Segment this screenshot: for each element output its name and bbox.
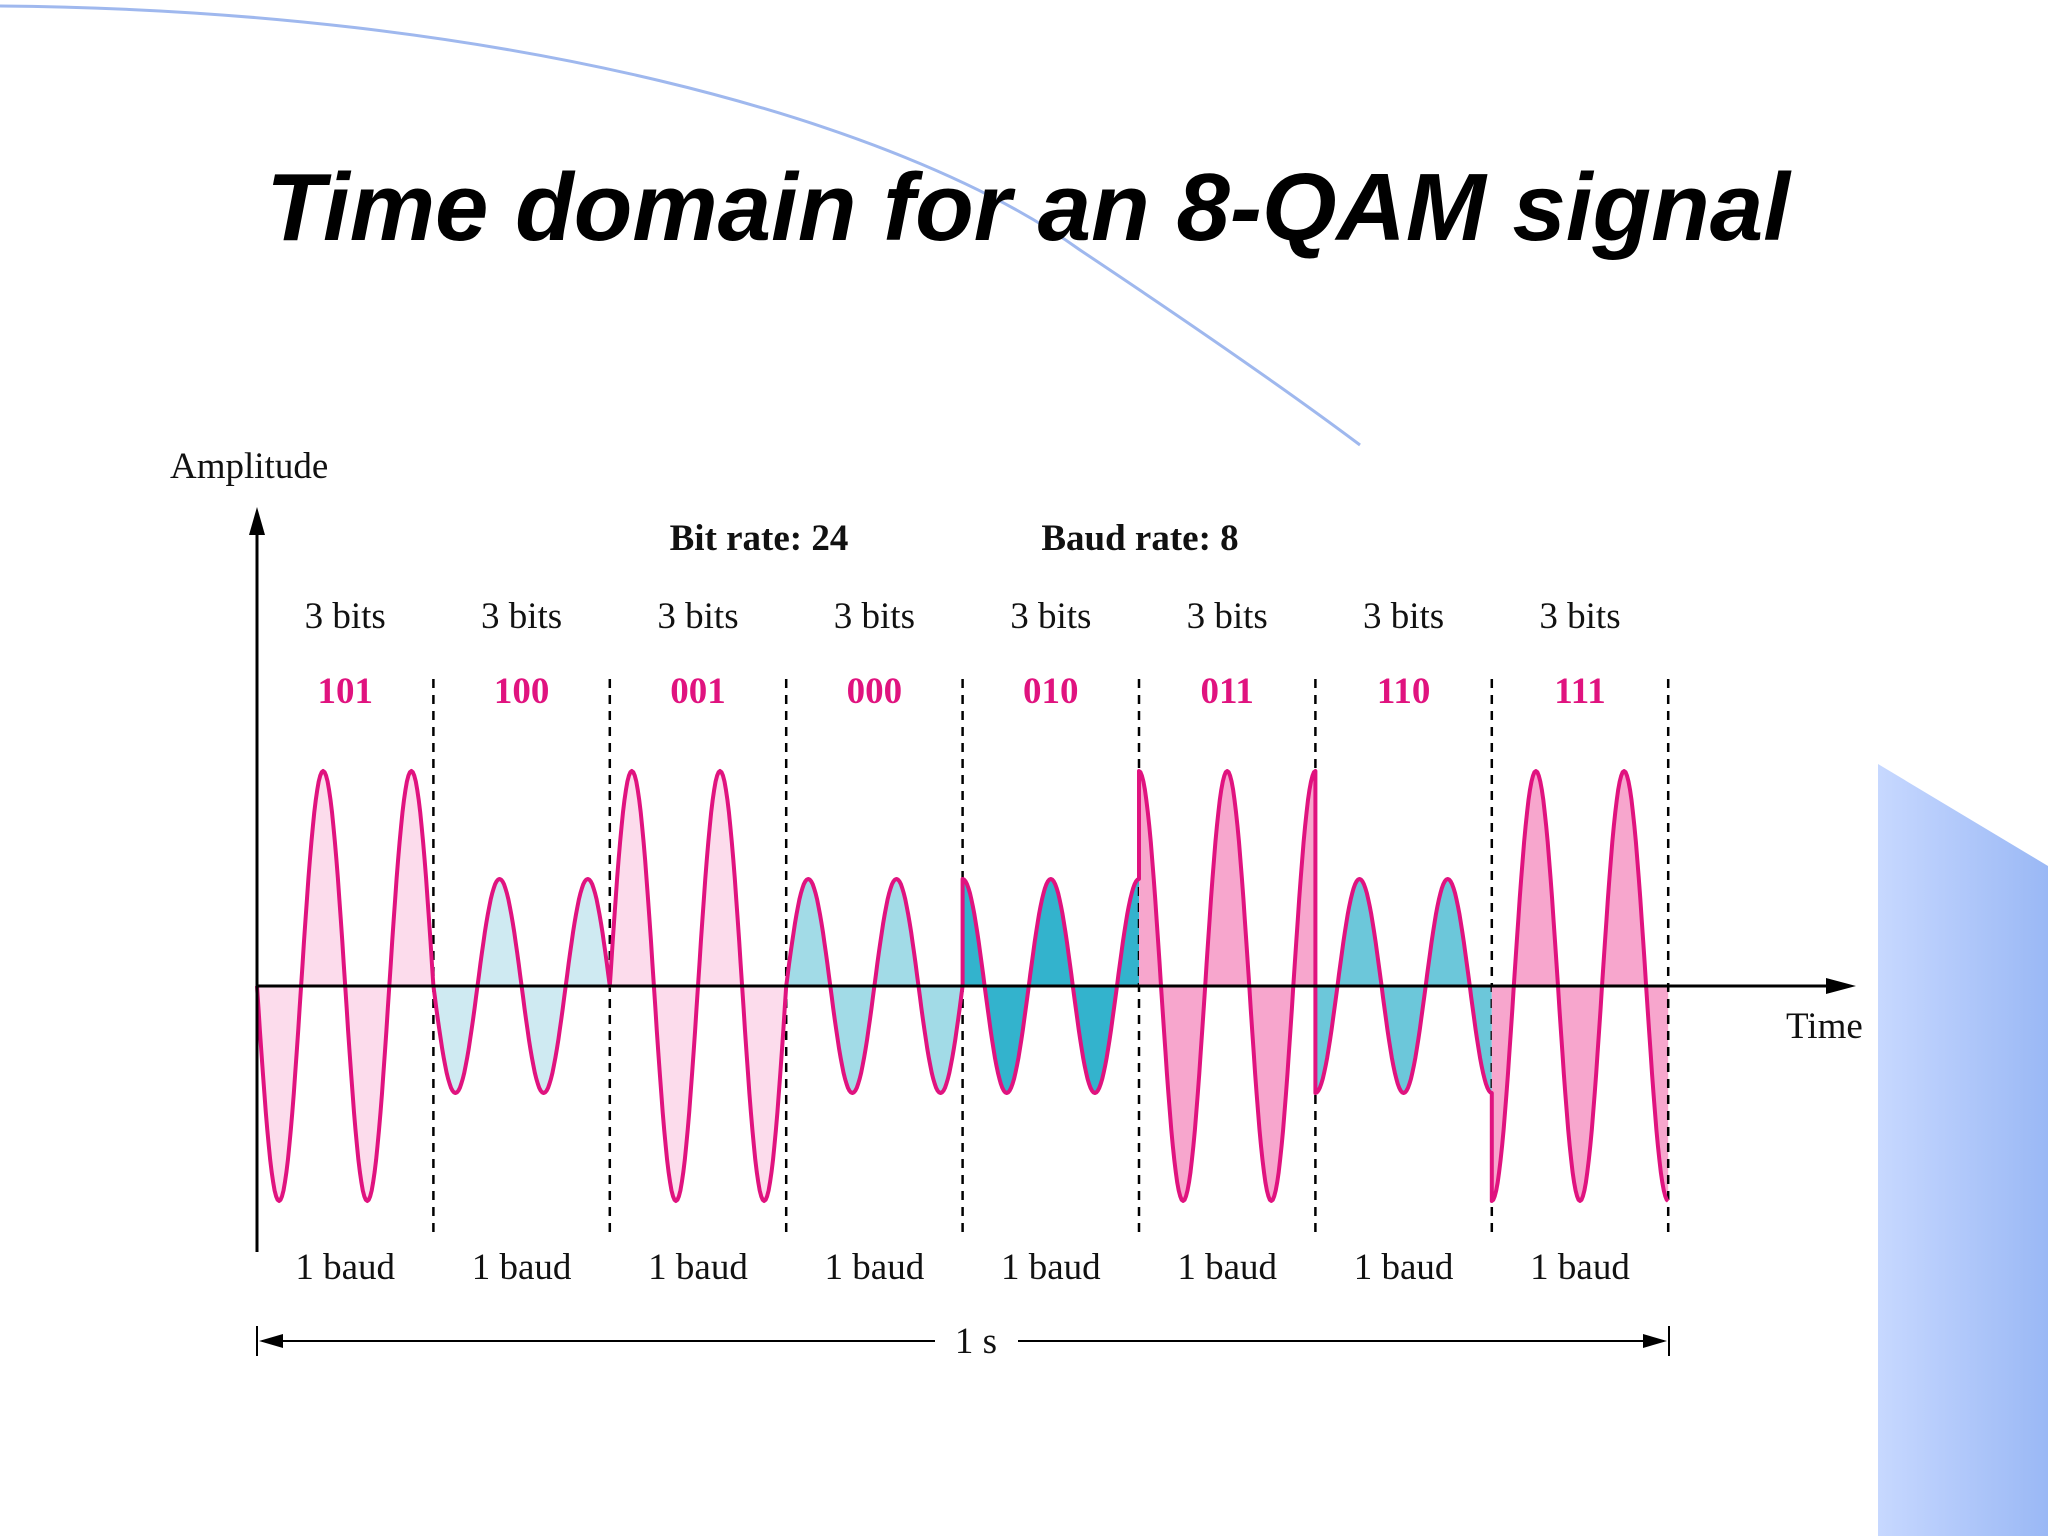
baud-label: 1 baud	[472, 1247, 572, 1288]
bit-code: 000	[847, 671, 903, 712]
bit-code: 111	[1554, 671, 1605, 712]
bit-code: 101	[317, 671, 373, 712]
decor-panel	[1878, 764, 2048, 1536]
baud-label: 1 baud	[648, 1247, 748, 1288]
baud-label: 1 baud	[1530, 1247, 1630, 1288]
duration-arrow	[1643, 1334, 1667, 1348]
waveform	[255, 679, 1670, 1236]
bits-label: 3 bits	[657, 596, 738, 637]
wave-line	[255, 769, 1670, 1203]
bits-label: 3 bits	[834, 596, 915, 637]
baud-label: 1 baud	[295, 1247, 395, 1288]
bits-label: 3 bits	[305, 596, 386, 637]
bit-code: 001	[670, 671, 726, 712]
bits-label: 3 bits	[1539, 596, 1620, 637]
bit-code: 110	[1377, 671, 1430, 712]
segment-labels: 3 bits 101 1 baud 3 bits 100 1 baud 3 bits 001 1…	[295, 596, 1630, 1288]
bits-label: 3 bits	[481, 596, 562, 637]
x-axis-arrow	[1826, 978, 1856, 994]
bits-label: 3 bits	[1010, 596, 1091, 637]
bit-rate: Bit rate: 24	[670, 518, 849, 559]
bits-label: 3 bits	[1187, 596, 1268, 637]
baud-label: 1 baud	[825, 1247, 925, 1288]
y-axis-label: Amplitude	[170, 446, 328, 487]
baud-label: 1 baud	[1001, 1247, 1101, 1288]
baud-label: 1 baud	[1177, 1247, 1277, 1288]
bit-code: 011	[1200, 671, 1253, 712]
y-axis-arrow	[249, 507, 265, 535]
duration-label: 1 s	[955, 1321, 997, 1362]
bit-code: 010	[1023, 671, 1079, 712]
bit-code: 100	[494, 671, 550, 712]
slide-title: Time domain for an 8-QAM signal	[266, 154, 1792, 261]
baud-rate: Baud rate: 8	[1041, 518, 1238, 559]
decor-arc	[0, 4, 1361, 447]
baud-label: 1 baud	[1354, 1247, 1454, 1288]
bits-label: 3 bits	[1363, 596, 1444, 637]
duration-arrow	[259, 1334, 283, 1348]
x-axis-label: Time	[1786, 1006, 1863, 1047]
